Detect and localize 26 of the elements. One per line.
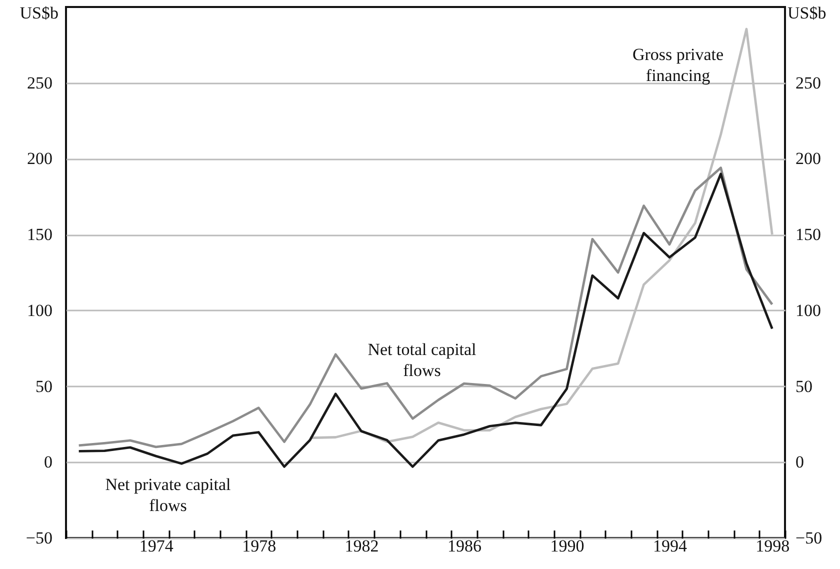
series-label: Gross private financing: [632, 45, 724, 85]
y2-tick-label: 250: [796, 73, 821, 92]
y2-tick-label: 200: [796, 149, 821, 168]
series-label: Net total capital flows: [368, 340, 477, 380]
x-tick-label: 1974: [139, 536, 174, 556]
y-tick-label: 200: [27, 149, 52, 168]
y-tick-label: 50: [36, 376, 52, 396]
y-axis-title: US$b: [20, 4, 58, 22]
y-tick-label: 100: [27, 300, 52, 320]
x-tick-label: 1978: [242, 536, 276, 556]
y-tick-label: 150: [27, 225, 52, 244]
y-tick-label: −50: [26, 528, 52, 548]
x-tick-label: 1982: [344, 536, 379, 556]
x-tick-label: 1994: [652, 536, 688, 556]
y2-tick-label: 150: [796, 225, 821, 244]
y2-axis-title: US$b: [788, 4, 826, 22]
x-tick-label: 1990: [550, 536, 584, 556]
y2-tick-label: 0: [796, 452, 804, 472]
x-tick-label: 1998: [756, 536, 790, 556]
y-tick-label: 250: [27, 73, 52, 92]
series-label: Net private capital flows: [105, 475, 232, 515]
y2-tick-label: −50: [796, 528, 822, 548]
y2-tick-label: 50: [796, 376, 812, 396]
x-tick-label: 1986: [448, 536, 482, 556]
y-tick-label: 0: [44, 452, 52, 472]
y2-tick-label: 100: [796, 300, 821, 320]
